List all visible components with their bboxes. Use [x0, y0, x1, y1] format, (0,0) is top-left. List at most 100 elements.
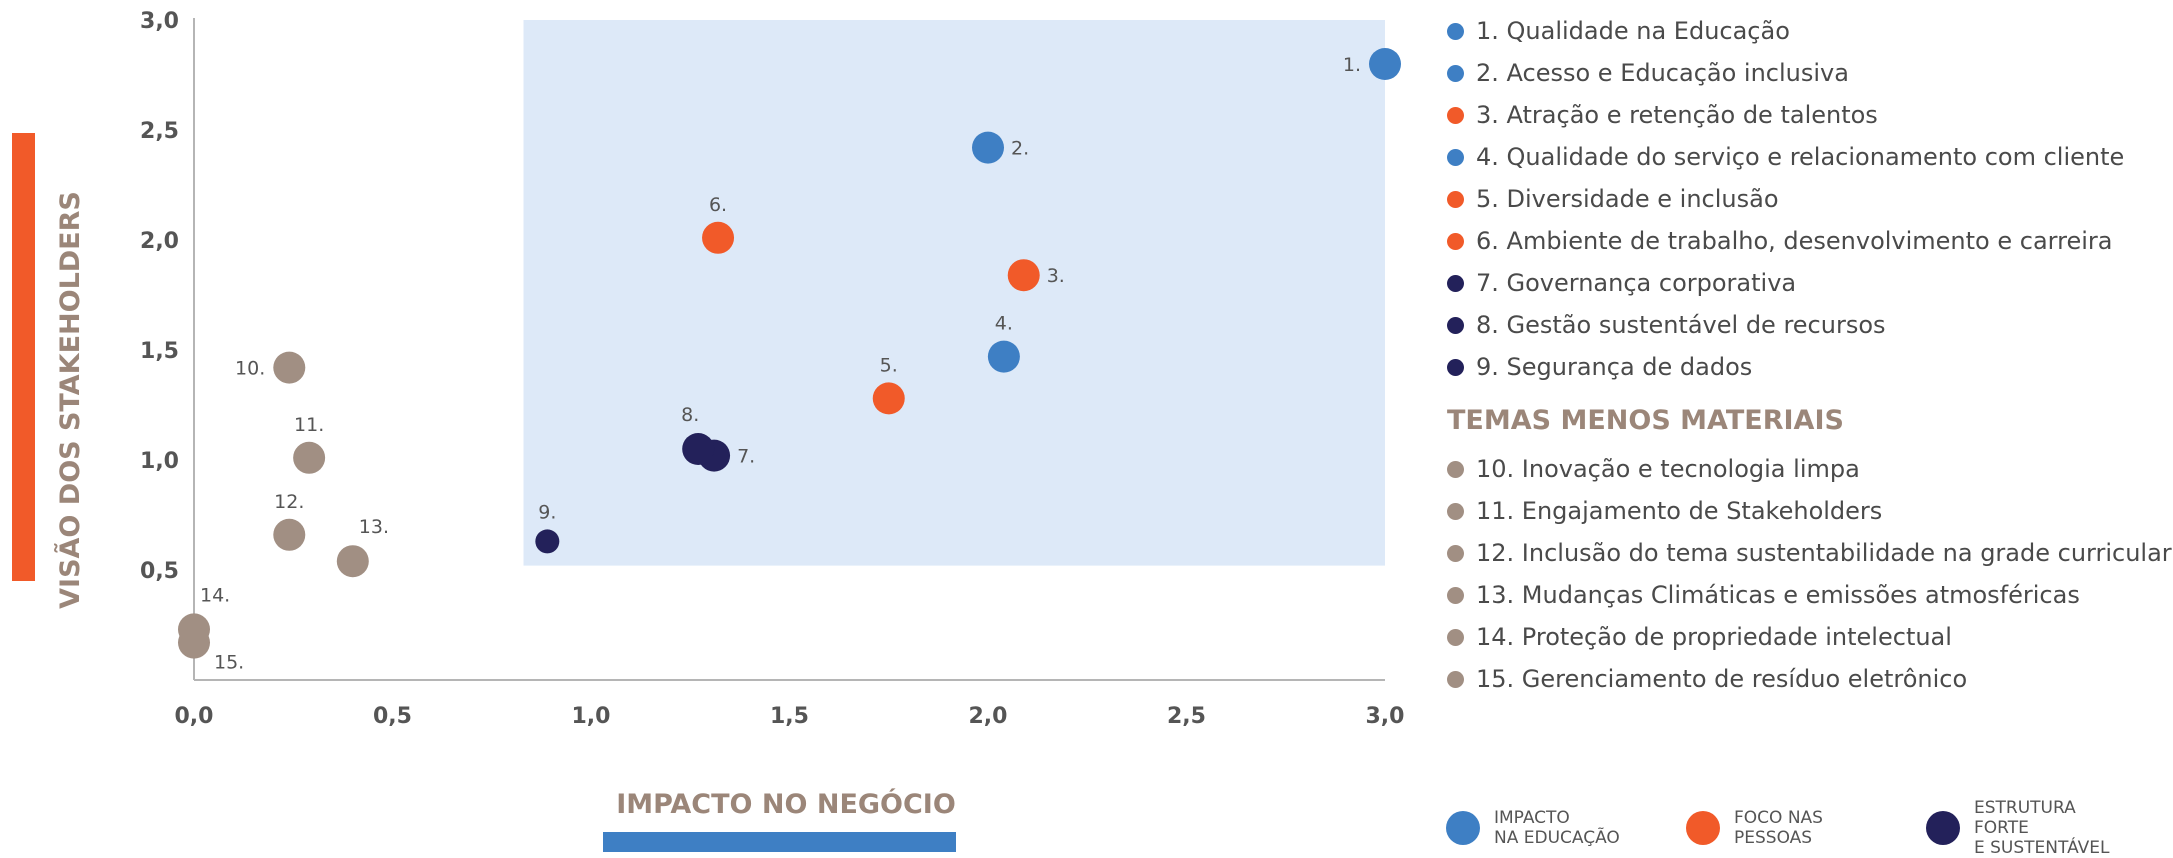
legend-item-label: 2. Acesso e Educação inclusiva [1476, 59, 1849, 87]
data-point [336, 545, 369, 578]
legend-item: 12. Inclusão do tema sustentabilidade na… [1447, 532, 2172, 574]
legend-item-label: 1. Qualidade na Educação [1476, 17, 1790, 45]
legend-item: 4. Qualidade do serviço e relacionamento… [1447, 136, 2167, 178]
legend-dot-icon [1447, 64, 1464, 82]
legend-dot-icon [1447, 586, 1464, 604]
category-dot-icon [1446, 811, 1480, 845]
x-tick-label: 1,5 [770, 704, 809, 729]
legend-item: 7. Governança corporativa [1447, 262, 2167, 304]
data-point [293, 441, 326, 474]
data-point [535, 529, 560, 554]
point-label: 1. [1343, 54, 1361, 76]
category-label-line: NA EDUCAÇÃO [1494, 828, 1620, 848]
material-topics-region [523, 20, 1385, 566]
legend-item-label: 6. Ambiente de trabalho, desenvolvimento… [1476, 227, 2113, 255]
x-axis-title: IMPACTO NO NEGÓCIO [616, 788, 956, 820]
point-label: 4. [995, 313, 1013, 335]
data-point [682, 433, 715, 465]
category-legend: IMPACTO NA EDUCAÇÃO FOCO NAS PESSOAS ESTRUTU… [1446, 798, 2166, 858]
legend-dot-icon [1447, 670, 1464, 688]
x-tick-label: 0,0 [175, 704, 214, 729]
point-label: 7. [737, 446, 755, 468]
data-point [702, 221, 735, 254]
data-point [178, 626, 210, 659]
legend-item: 13. Mudanças Climáticas e emissões atmos… [1447, 574, 2167, 616]
legend-dot-icon [1447, 628, 1464, 646]
data-point [273, 518, 306, 551]
data-point [273, 351, 306, 384]
point-label: 12. [274, 491, 304, 513]
legend-dot-icon [1447, 358, 1464, 376]
legend-dot-icon [1447, 190, 1464, 208]
legend-item-label: 9. Segurança de dados [1476, 353, 1753, 381]
legend-material-list: 1. Qualidade na Educação 2. Acesso e Educ… [1447, 10, 2167, 388]
legend-dot-icon [1447, 274, 1464, 292]
data-point [872, 382, 905, 415]
y-tick-label: 0,5 [140, 559, 179, 584]
x-tick-label: 2,5 [1167, 704, 1206, 729]
point-label: 10. [235, 358, 265, 380]
legend-dot-icon [1447, 316, 1464, 334]
y-tick-label: 1,0 [140, 449, 179, 474]
legend-item: 1. Qualidade na Educação [1447, 10, 2167, 52]
legend-item-label: 12. Inclusão do tema sustentabilidade na… [1476, 539, 2172, 567]
point-label: 3. [1047, 265, 1065, 287]
category-label: ESTRUTURA FORTE E SUSTENTÁVEL [1974, 798, 2124, 858]
category-legend-item: IMPACTO NA EDUCAÇÃO [1446, 798, 1644, 858]
point-label: 6. [709, 194, 727, 216]
y-tick-label: 2,5 [140, 119, 179, 144]
legend-item-label: 4. Qualidade do serviço e relacionamento… [1476, 143, 2125, 171]
y-axis-accent-bar [12, 133, 35, 581]
x-tick-label: 2,0 [969, 704, 1008, 729]
point-label: 8. [681, 404, 699, 426]
legend-dot-icon [1447, 232, 1464, 250]
y-tick-label: 3,0 [140, 9, 179, 34]
legend-item-label: 14. Proteção de propriedade intelectual [1476, 623, 1952, 651]
legend-item-label: 10. Inovação e tecnologia limpa [1476, 455, 1860, 483]
y-tick-label: 1,5 [140, 339, 179, 364]
point-label: 2. [1011, 138, 1029, 160]
x-tick-label: 3,0 [1366, 704, 1405, 729]
category-label-line: FOCO NAS [1734, 808, 1823, 828]
legend-dot-icon [1447, 460, 1464, 478]
point-label: 11. [294, 414, 324, 436]
point-label: 15. [214, 652, 244, 674]
legend-item-label: 13. Mudanças Climáticas e emissões atmos… [1476, 581, 2080, 609]
category-dot-icon [1686, 811, 1720, 845]
point-label: 14. [200, 584, 230, 606]
legend-item: 10. Inovação e tecnologia limpa [1447, 448, 2167, 490]
category-label-line: E SUSTENTÁVEL [1974, 838, 2110, 858]
legend-item: 8. Gestão sustentável de recursos [1447, 304, 2167, 346]
legend-item-label: 7. Governança corporativa [1476, 269, 1797, 297]
legend-less-list: 10. Inovação e tecnologia limpa 11. Engaj… [1447, 448, 2172, 700]
y-tick-label: 2,0 [140, 229, 179, 254]
category-label-line: ESTRUTURA FORTE [1974, 798, 2076, 838]
legend-less-title: TEMAS MENOS MATERIAIS [1447, 405, 1844, 436]
legend: 1. Qualidade na Educação 2. Acesso e Educ… [1447, 10, 2172, 700]
category-label: IMPACTO NA EDUCAÇÃO [1494, 808, 1644, 848]
legend-item: 2. Acesso e Educação inclusiva [1447, 52, 2167, 94]
category-legend-item: FOCO NAS PESSOAS [1686, 798, 1884, 858]
legend-item-label: 8. Gestão sustentável de recursos [1476, 311, 1886, 339]
legend-item: 11. Engajamento de Stakeholders [1447, 490, 2167, 532]
y-axis-title: VISÃO DOS STAKEHOLDERS [54, 191, 86, 609]
legend-dot-icon [1447, 22, 1464, 40]
legend-item-label: 15. Gerenciamento de resíduo eletrônico [1476, 665, 1968, 693]
x-tick-label: 0,5 [373, 704, 412, 729]
data-point [1007, 259, 1040, 292]
category-dot-icon [1926, 811, 1960, 845]
category-label-line: PESSOAS [1734, 828, 1813, 848]
point-label: 13. [359, 516, 389, 538]
legend-dot-icon [1447, 502, 1464, 520]
category-legend-item: ESTRUTURA FORTE E SUSTENTÁVEL [1926, 798, 2124, 858]
legend-dot-icon [1447, 148, 1464, 166]
legend-item: 5. Diversidade e inclusão [1447, 178, 2167, 220]
legend-dot-icon [1447, 106, 1464, 124]
legend-item: 9. Segurança de dados [1447, 346, 2167, 388]
legend-item: 15. Gerenciamento de resíduo eletrônico [1447, 658, 2167, 700]
x-axis-accent-bar [603, 832, 956, 852]
data-point [972, 131, 1004, 164]
point-label: 5. [880, 354, 898, 376]
point-label: 9. [538, 501, 556, 523]
